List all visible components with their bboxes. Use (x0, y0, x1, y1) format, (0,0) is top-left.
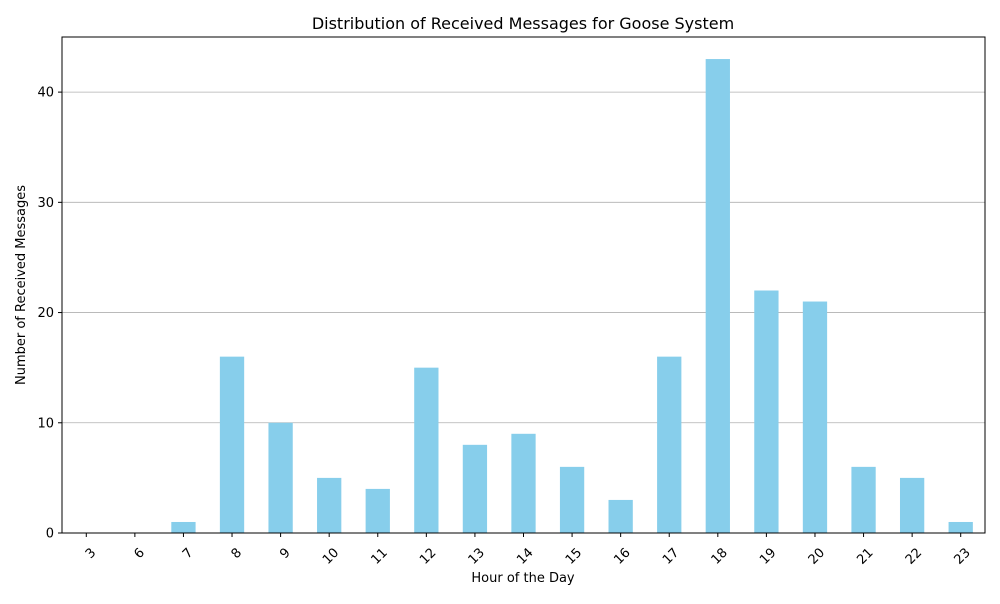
y-tick-label: 40 (37, 86, 54, 101)
x-tick-label: 16 (611, 545, 633, 567)
bar-hour-17 (657, 356, 682, 533)
x-tick-label: 18 (709, 545, 731, 567)
x-tick-label: 11 (369, 545, 391, 567)
x-tick-label: 8 (229, 545, 245, 561)
x-tick-label: 19 (757, 545, 779, 567)
x-tick-label: 3 (83, 545, 99, 561)
x-tick-label: 7 (180, 545, 196, 561)
x-tick-label: 14 (514, 545, 536, 567)
x-tick-label: 13 (466, 545, 488, 567)
bar-hour-19 (754, 290, 779, 533)
bar-hour-13 (462, 444, 488, 533)
x-axis-label: Hour of the Day (471, 571, 575, 586)
bar-hour-8 (219, 356, 245, 533)
x-tick-label: 21 (854, 545, 876, 567)
bar-hour-23 (948, 521, 973, 533)
bar-hour-20 (802, 301, 828, 533)
y-tick-label: 30 (37, 196, 54, 211)
bars (171, 59, 973, 534)
bar-hour-10 (317, 477, 342, 533)
bar-hour-21 (851, 466, 876, 533)
y-tick-label: 0 (46, 527, 54, 542)
x-tick-label: 6 (131, 545, 147, 561)
bar-hour-16 (608, 499, 633, 533)
y-axis-label: Number of Received Messages (14, 185, 29, 385)
x-tick-label: 23 (951, 545, 973, 567)
bar-hour-11 (365, 488, 390, 533)
bar-hour-15 (559, 466, 585, 533)
x-axis-ticks: 3 6 7 8 9 10 11 12 13 14 15 16 17 18 19 20 21 22 23 (83, 533, 974, 568)
y-tick-label: 20 (37, 306, 54, 321)
x-tick-label: 9 (277, 545, 293, 561)
x-tick-label: 10 (320, 545, 342, 567)
chart-title: Distribution of Received Messages for Go… (312, 14, 734, 33)
bar-hour-12 (414, 367, 439, 533)
x-tick-label: 15 (563, 545, 585, 567)
y-axis-ticks: 0 10 20 30 40 (37, 86, 62, 542)
bar-hour-7 (171, 521, 196, 533)
bar-hour-18 (705, 59, 730, 534)
x-tick-label: 20 (806, 545, 828, 567)
bar-hour-9 (268, 422, 293, 533)
y-tick-label: 10 (37, 416, 54, 431)
x-tick-label: 17 (660, 545, 682, 567)
bar-hour-22 (899, 477, 925, 533)
x-tick-label: 12 (417, 545, 439, 567)
bar-hour-14 (511, 433, 536, 533)
x-tick-label: 22 (903, 545, 925, 567)
